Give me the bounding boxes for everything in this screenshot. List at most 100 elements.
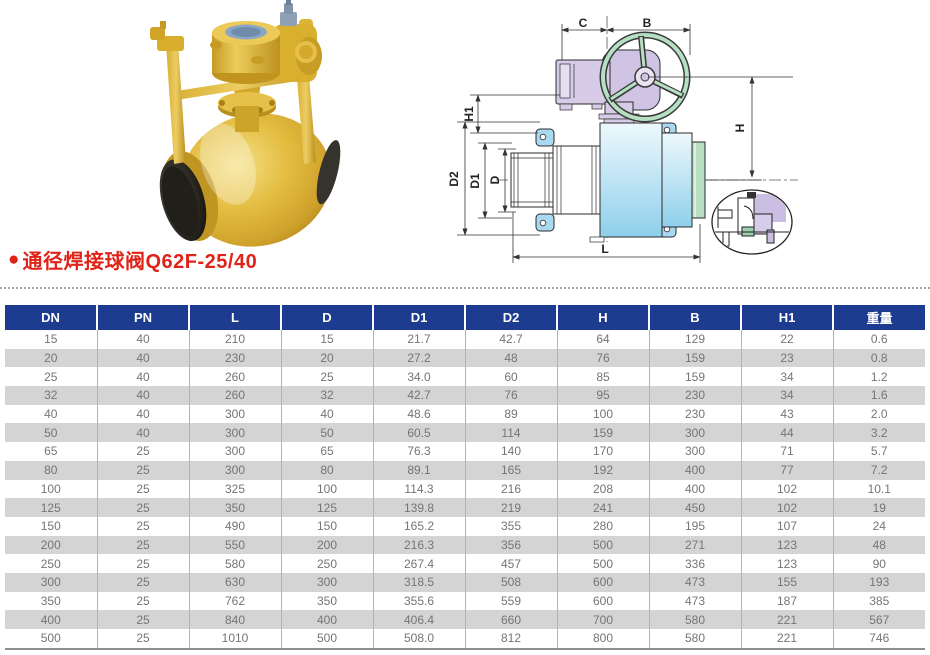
table-cell: 159 <box>648 367 741 387</box>
seat-detail-bubble <box>711 189 793 255</box>
product-title-text: 通径焊接球阀Q62F-25/40 <box>22 251 258 273</box>
table-cell: 300 <box>648 442 741 461</box>
table-cell: 10.1 <box>832 479 925 499</box>
table-cell: 40 <box>96 367 189 387</box>
table-cell: 100 <box>280 479 373 499</box>
table-cell: 25 <box>96 629 189 649</box>
table-cell: 102 <box>740 498 833 517</box>
dim-label-h1: H1 <box>462 106 476 122</box>
table-cell: 550 <box>188 535 281 555</box>
table-cell: 25 <box>96 479 189 499</box>
weld-end-right <box>316 140 341 205</box>
table-cell: 400 <box>40 612 61 627</box>
table-cell: 40 <box>96 386 189 405</box>
valve-dimension-drawing: C B H1 D2 D1 D H L <box>447 16 798 263</box>
table-cell: 40 <box>96 348 189 368</box>
table-cell: 221 <box>740 610 833 629</box>
table-cell: 300 <box>40 575 61 590</box>
table-cell: 50 <box>280 423 373 443</box>
table-cell: 42.7 <box>464 330 557 349</box>
table-cell: 85 <box>556 367 649 387</box>
table-row: 400 25 840 400 406.4 660 700 580 221 567 <box>5 610 925 629</box>
column-header: 重量 <box>832 305 925 330</box>
dim-label-h: H <box>733 124 747 133</box>
spec-table: DN PN L D D1 D2 H B H1 重量 15 40 210 15 21.7 42.7 64 129 2… <box>5 305 925 650</box>
table-cell: 219 <box>464 498 557 517</box>
table-cell: 660 <box>464 610 557 629</box>
table-cell: 187 <box>740 591 833 611</box>
table-cell: 159 <box>556 423 649 443</box>
table-cell: 700 <box>556 610 649 629</box>
table-cell: 500 <box>280 629 373 649</box>
red-bullet-icon: ● <box>8 249 20 270</box>
table-cell: 100 <box>40 481 61 496</box>
table-cell: 5.7 <box>832 442 925 461</box>
table-cell: 25 <box>96 535 189 555</box>
table-cell: 43 <box>740 404 833 424</box>
dim-label-d2: D2 <box>447 171 461 187</box>
table-cell: 355 <box>464 516 557 536</box>
table-cell: 325 <box>188 479 281 499</box>
table-cell: 139.8 <box>372 498 465 517</box>
table-cell: 77 <box>740 460 833 480</box>
table-cell: 22 <box>740 330 833 349</box>
table-cell: 125 <box>40 500 61 515</box>
column-header: D1 <box>372 305 465 330</box>
table-cell: 89 <box>464 404 557 424</box>
table-cell: 195 <box>648 516 741 536</box>
table-cell: 95 <box>556 386 649 405</box>
table-cell: 250 <box>40 556 61 571</box>
table-cell: 40 <box>96 330 189 349</box>
table-row: 65 25 300 65 76.3 140 170 300 71 5.7 <box>5 442 925 461</box>
table-cell: 473 <box>648 572 741 592</box>
weld-end-left <box>159 151 219 242</box>
table-cell: 32 <box>280 386 373 405</box>
table-row: 100 25 325 100 114.3 216 208 400 102 10.1 <box>5 479 925 499</box>
table-cell: 230 <box>188 348 281 368</box>
table-row: 150 25 490 150 165.2 355 280 195 107 24 <box>5 516 925 536</box>
table-cell: 3.2 <box>832 423 925 443</box>
table-cell: 76 <box>556 348 649 368</box>
table-cell: 50 <box>44 425 58 440</box>
table-cell: 60.5 <box>372 423 465 443</box>
table-cell: 1.6 <box>832 386 925 405</box>
table-row: 500 25 1010 500 508.0 812 800 580 221 746 <box>5 629 925 649</box>
table-cell: 27.2 <box>372 348 465 368</box>
table-cell: 25 <box>96 591 189 611</box>
table-cell: 500 <box>40 631 61 646</box>
table-cell: 80 <box>280 460 373 480</box>
table-cell: 1010 <box>188 629 281 649</box>
valve-body-sphere <box>159 113 341 247</box>
table-cell: 80 <box>44 463 58 478</box>
table-cell: 600 <box>556 572 649 592</box>
table-cell: 800 <box>556 629 649 649</box>
table-cell: 25 <box>96 610 189 629</box>
column-header: L <box>188 305 281 330</box>
table-cell: 490 <box>188 516 281 536</box>
table-row: 15 40 210 15 21.7 42.7 64 129 22 0.6 <box>5 330 925 349</box>
table-cell: 260 <box>188 386 281 405</box>
table-cell: 192 <box>556 460 649 480</box>
table-cell: 76 <box>464 386 557 405</box>
table-cell: 76.3 <box>372 442 465 461</box>
table-cell: 630 <box>188 572 281 592</box>
table-cell: 60 <box>464 367 557 387</box>
table-row: 350 25 762 350 355.6 559 600 473 187 385 <box>5 591 925 611</box>
table-cell: 34 <box>740 367 833 387</box>
column-header: PN <box>96 305 189 330</box>
dim-label-d: D <box>488 175 502 184</box>
table-cell: 318.5 <box>372 572 465 592</box>
table-cell: 150 <box>40 519 61 534</box>
table-cell: 0.8 <box>832 348 925 368</box>
table-cell: 400 <box>280 610 373 629</box>
table-cell: 580 <box>188 554 281 573</box>
column-header: D <box>280 305 373 330</box>
table-cell: 260 <box>188 367 281 387</box>
dotted-divider <box>0 287 930 289</box>
table-cell: 100 <box>556 404 649 424</box>
table-cell: 165 <box>464 460 557 480</box>
handwheel <box>599 31 691 123</box>
table-cell: 44 <box>740 423 833 443</box>
table-cell: 0.6 <box>832 330 925 349</box>
table-cell: 230 <box>648 404 741 424</box>
